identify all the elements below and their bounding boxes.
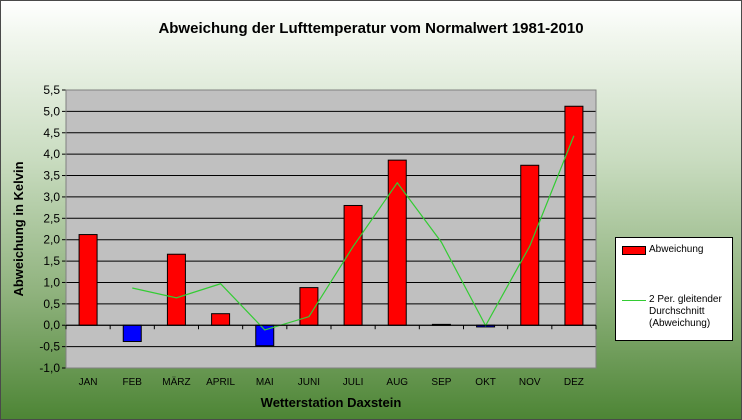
y-tick-label: 2,5: [43, 211, 60, 225]
x-tick-label: APRIL: [206, 377, 235, 388]
x-tick-label: MAI: [256, 377, 274, 388]
bar-märz: [166, 253, 186, 326]
y-axis-title: Abweichung in Kelvin: [11, 161, 26, 296]
legend-item-moving-average: 2 Per. gleitender Durchschnitt (Abweichu…: [622, 294, 729, 330]
y-tick-label: 1,5: [43, 254, 60, 268]
bar-aug: [387, 159, 407, 326]
plot-area: [66, 90, 596, 368]
y-tick-label: 0,5: [43, 297, 60, 311]
bar-jan: [78, 234, 98, 326]
x-tick-label: MÄRZ: [162, 376, 190, 388]
y-tick-label: 1,0: [43, 275, 60, 289]
y-tick-label: 5,0: [43, 104, 60, 118]
legend-label-moving-average: 2 Per. gleitender Durchschnitt (Abweichu…: [649, 294, 722, 329]
x-axis-title: Wetterstation Daxstein: [261, 395, 402, 410]
x-tick-label: FEB: [123, 377, 143, 388]
y-tick-label: -0,5: [39, 340, 60, 354]
x-axis-ticks: JAN FEB MÄRZ APRIL MAI JUNI JULI AUG SEP OKT NOV DE…: [65, 324, 597, 388]
y-tick-label: 5,5: [43, 83, 60, 97]
y-tick-label: 2,0: [43, 233, 60, 247]
bar-april: [211, 313, 231, 326]
y-tick-label: 3,5: [43, 169, 60, 183]
legend: Abweichung 2 Per. gleitender Durchschnit…: [615, 237, 733, 341]
chart-title: Abweichung der Lufttemperatur vom Normal…: [158, 20, 583, 37]
y-tick-label: 4,5: [43, 126, 60, 140]
y-tick-label: 0,0: [43, 318, 60, 332]
bar-dez: [564, 105, 584, 326]
x-tick-label: AUG: [386, 377, 408, 388]
x-tick-label: NOV: [519, 377, 541, 388]
x-tick-label: JULI: [343, 377, 364, 388]
legend-line-swatch: [622, 300, 646, 301]
y-axis-ticks: -1,0 -0,5 0,0 0,5 1,0 1,5 2,0 2,5 3,0 3,5 4,0 4,5 5,…: [39, 83, 597, 375]
plot-border: [65, 89, 597, 369]
y-tick-label: -1,0: [39, 361, 60, 375]
legend-item-abweichung: Abweichung: [622, 244, 703, 256]
moving-average-line: [132, 135, 575, 331]
y-tick-label: 3,0: [43, 190, 60, 204]
x-tick-label: OKT: [475, 377, 496, 388]
bar-feb: [122, 324, 142, 342]
x-tick-label: JAN: [79, 377, 98, 388]
bar-juli: [343, 204, 363, 326]
y-tick-label: 4,0: [43, 147, 60, 161]
x-tick-label: JUNI: [298, 377, 320, 388]
legend-bar-swatch: [622, 246, 646, 255]
x-tick-label: SEP: [431, 377, 451, 388]
legend-label-abweichung: Abweichung: [649, 244, 704, 255]
moving-average-series: [132, 135, 575, 331]
x-tick-label: DEZ: [564, 377, 584, 388]
